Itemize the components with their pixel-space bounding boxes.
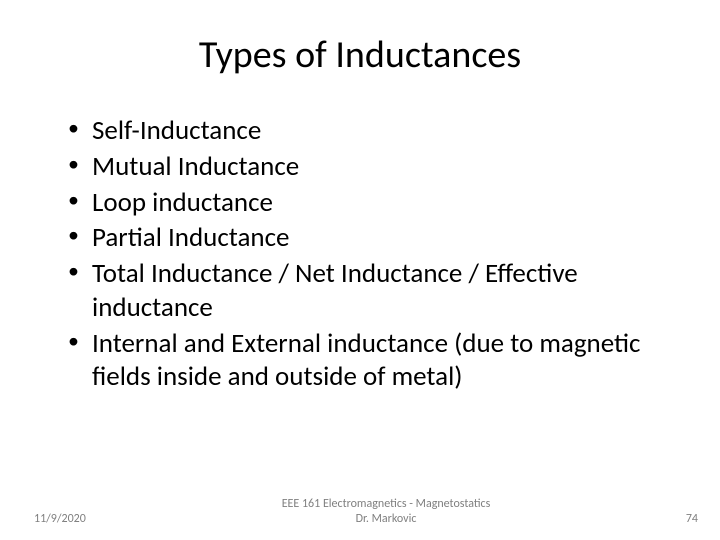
slide: Types of Inductances Self-Inductance Mut… bbox=[0, 0, 720, 540]
footer-course-line2: Dr. Markovic bbox=[114, 512, 658, 526]
list-item: Total Inductance / Net Inductance / Effe… bbox=[68, 257, 680, 325]
slide-title: Types of Inductances bbox=[40, 32, 680, 78]
footer-course-line1: EEE 161 Electromagnetics - Magnetostatic… bbox=[114, 497, 658, 511]
list-item: Self-Inductance bbox=[68, 114, 680, 148]
bullet-list: Self-Inductance Mutual Inductance Loop i… bbox=[68, 114, 680, 394]
footer-date: 11/9/2020 bbox=[34, 512, 114, 526]
footer-course: EEE 161 Electromagnetics - Magnetostatic… bbox=[114, 497, 658, 526]
list-item: Internal and External inductance (due to… bbox=[68, 327, 680, 395]
list-item: Loop inductance bbox=[68, 186, 680, 220]
slide-body: Self-Inductance Mutual Inductance Loop i… bbox=[40, 114, 680, 394]
footer-page-number: 74 bbox=[658, 512, 698, 526]
list-item: Mutual Inductance bbox=[68, 150, 680, 184]
slide-footer: 11/9/2020 EEE 161 Electromagnetics - Mag… bbox=[0, 497, 720, 526]
list-item: Partial Inductance bbox=[68, 221, 680, 255]
